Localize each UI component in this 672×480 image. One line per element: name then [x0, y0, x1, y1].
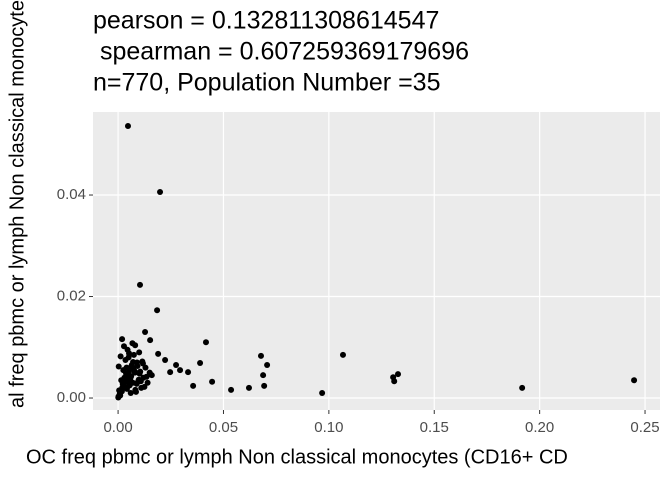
- point: [136, 349, 143, 356]
- y-axis-label: al freq pbmc or lymph Non classical mono…: [6, 0, 28, 408]
- point: [394, 371, 401, 378]
- point: [119, 336, 126, 343]
- x-tick-label: 0.00: [103, 419, 132, 436]
- x-tick-label: 0.10: [314, 419, 343, 436]
- point: [391, 378, 398, 385]
- point: [167, 369, 174, 376]
- point: [197, 360, 204, 367]
- point: [190, 382, 197, 389]
- point: [260, 372, 267, 379]
- point: [120, 343, 127, 350]
- point: [117, 389, 124, 396]
- point: [261, 382, 268, 389]
- point: [131, 368, 138, 375]
- y-tick-label: 0.00: [57, 389, 86, 406]
- point: [143, 373, 150, 380]
- point: [119, 384, 126, 391]
- point: [157, 188, 164, 195]
- point: [130, 351, 137, 358]
- chart-title: spearman = 0.607259369179696: [93, 38, 469, 66]
- point: [132, 386, 139, 393]
- point: [137, 378, 144, 385]
- point: [117, 353, 124, 360]
- chart-title: pearson = 0.132811308614547: [93, 7, 439, 35]
- point: [148, 372, 155, 379]
- x-tick-label: 0.25: [630, 419, 659, 436]
- point: [123, 374, 130, 381]
- panel-background: [93, 112, 660, 410]
- point: [162, 356, 169, 363]
- point: [141, 383, 148, 390]
- point: [147, 337, 154, 344]
- point: [142, 329, 149, 336]
- point: [228, 386, 235, 393]
- point: [127, 389, 134, 396]
- point: [129, 340, 136, 347]
- y-tick-label: 0.04: [57, 186, 86, 203]
- point: [209, 378, 216, 385]
- point: [154, 307, 161, 314]
- point: [126, 350, 133, 357]
- point: [339, 351, 346, 358]
- point: [202, 339, 209, 346]
- point: [130, 358, 137, 365]
- point: [127, 364, 134, 371]
- point: [122, 356, 129, 363]
- point: [124, 123, 131, 130]
- point: [257, 352, 264, 359]
- point: [121, 379, 128, 386]
- point: [139, 360, 146, 367]
- point: [631, 377, 638, 384]
- point: [264, 362, 271, 369]
- x-tick-label: 0.05: [209, 419, 238, 436]
- point: [136, 370, 143, 377]
- point: [115, 394, 122, 401]
- point: [155, 350, 162, 357]
- point: [144, 379, 151, 386]
- x-tick-label: 0.15: [420, 419, 449, 436]
- x-axis-label: OC freq pbmc or lymph Non classical mono…: [26, 446, 568, 468]
- x-tick-label: 0.20: [525, 419, 554, 436]
- y-tick-label: 0.02: [57, 287, 86, 304]
- point: [319, 389, 326, 396]
- point: [519, 384, 526, 391]
- point: [177, 367, 184, 374]
- point: [115, 363, 122, 370]
- point: [245, 384, 252, 391]
- point: [137, 281, 144, 288]
- chart-title: n=770, Population Number =35: [93, 69, 440, 97]
- point: [173, 362, 180, 369]
- point: [185, 369, 192, 376]
- point: [134, 363, 141, 370]
- point: [125, 369, 132, 376]
